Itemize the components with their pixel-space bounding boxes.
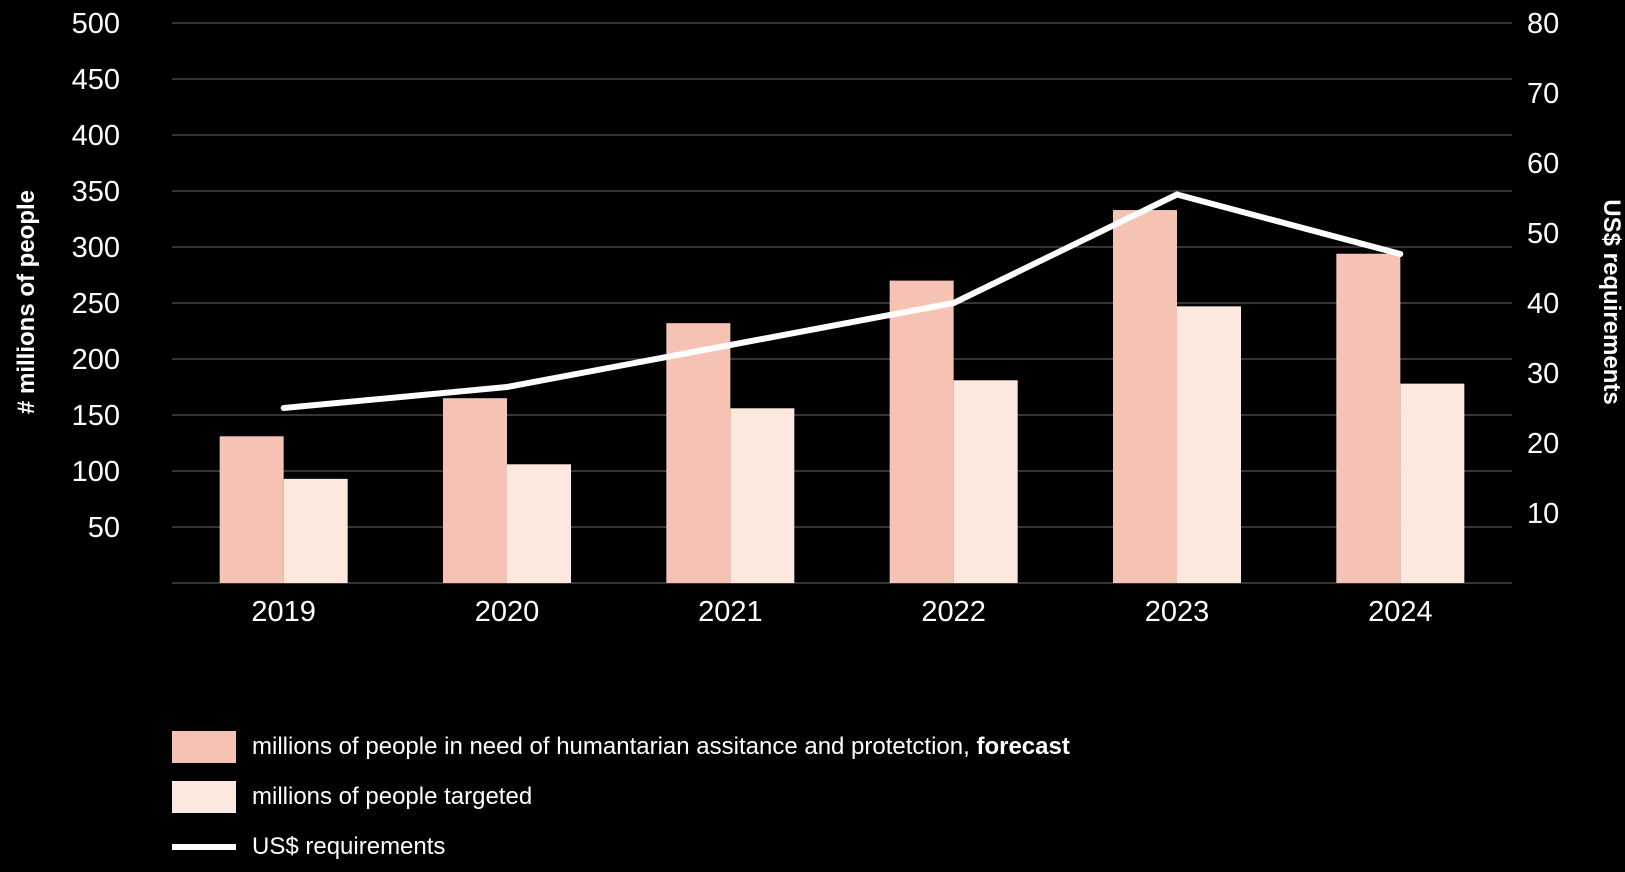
legend-swatch-requirements bbox=[172, 844, 236, 850]
left-tick-label: 250 bbox=[72, 288, 120, 320]
right-tick-label: 40 bbox=[1527, 288, 1559, 320]
right-tick-label: 10 bbox=[1527, 498, 1559, 530]
x-tick-label: 2020 bbox=[475, 596, 540, 628]
requirements-point-2024 bbox=[1397, 251, 1404, 257]
requirements-point-2021 bbox=[727, 342, 734, 348]
gridlines bbox=[172, 22, 1512, 584]
requirements-point-2022 bbox=[950, 300, 957, 306]
legend-swatch-in-need bbox=[172, 731, 236, 763]
bar-targeted-2019 bbox=[283, 478, 348, 583]
bar-targeted-2024 bbox=[1400, 383, 1465, 583]
x-tick-label: 2024 bbox=[1368, 596, 1433, 628]
bar-targeted-2020 bbox=[507, 464, 571, 583]
chart: 50 100 150 200 250 300 350 400 450 500 10 20 30 40 50… bbox=[13, 8, 1625, 628]
x-tick-label: 2021 bbox=[698, 596, 763, 628]
bar-targeted-2022 bbox=[953, 380, 1018, 583]
legend-label-in-need-bold: forecast bbox=[976, 733, 1070, 760]
legend-label-requirements: US$ requirements bbox=[252, 833, 446, 860]
left-tick-label: 50 bbox=[88, 512, 120, 544]
right-axis-title: US$ requirements bbox=[1598, 199, 1625, 404]
requirements-point-2020 bbox=[504, 384, 510, 390]
legend-item-in-need: millions of people in need of humantaria… bbox=[172, 722, 1472, 772]
requirements-point-2023 bbox=[1174, 191, 1180, 198]
left-axis-ticks: 50 100 150 200 250 300 350 400 450 500 bbox=[72, 8, 120, 544]
requirements-line-path bbox=[283, 191, 1402, 411]
right-axis-ticks: 10 20 30 40 50 60 70 80 bbox=[1527, 8, 1559, 530]
left-tick-label: 350 bbox=[72, 176, 120, 208]
legend-label-targeted: millions of people targeted bbox=[252, 783, 533, 810]
bar-in-need-2021 bbox=[666, 323, 731, 583]
bar-in-need-2020 bbox=[443, 398, 507, 583]
legend-label-in-need-text: millions of people in need of humantaria… bbox=[252, 733, 977, 760]
legend-item-requirements: US$ requirements bbox=[172, 822, 1472, 872]
x-tick-label: 2023 bbox=[1145, 596, 1210, 628]
legend: millions of people in need of humantaria… bbox=[172, 722, 1472, 872]
bar-in-need-2024 bbox=[1336, 253, 1401, 583]
left-tick-label: 400 bbox=[72, 120, 120, 152]
legend-item-targeted: millions of people targeted bbox=[172, 772, 1472, 822]
right-tick-label: 50 bbox=[1527, 218, 1559, 250]
x-axis-ticks: 2019 2020 2021 2022 2023 2024 bbox=[251, 596, 1432, 628]
right-tick-label: 70 bbox=[1527, 78, 1559, 110]
x-tick-label: 2022 bbox=[921, 596, 986, 628]
bars bbox=[219, 210, 1465, 584]
requirements-point-2019 bbox=[280, 405, 287, 411]
left-tick-label: 200 bbox=[72, 344, 120, 376]
left-tick-label: 300 bbox=[72, 232, 120, 264]
bar-targeted-2023 bbox=[1177, 306, 1241, 583]
legend-swatch-targeted bbox=[172, 781, 236, 813]
right-tick-label: 20 bbox=[1527, 428, 1559, 460]
left-tick-label: 100 bbox=[72, 456, 120, 488]
left-tick-label: 450 bbox=[72, 64, 120, 96]
bar-in-need-2022 bbox=[889, 280, 954, 583]
legend-label-in-need: millions of people in need of humantaria… bbox=[252, 733, 1070, 761]
right-tick-label: 60 bbox=[1527, 148, 1559, 180]
left-tick-label: 500 bbox=[72, 8, 120, 40]
left-tick-label: 150 bbox=[72, 400, 120, 432]
right-tick-label: 30 bbox=[1527, 358, 1559, 390]
bar-in-need-2023 bbox=[1113, 210, 1177, 584]
requirements-line bbox=[280, 191, 1404, 411]
bar-in-need-2019 bbox=[219, 436, 284, 583]
left-axis-title: # millions of people bbox=[13, 190, 40, 414]
right-tick-label: 80 bbox=[1527, 8, 1559, 40]
x-tick-label: 2019 bbox=[251, 596, 316, 628]
bar-targeted-2021 bbox=[730, 408, 795, 583]
